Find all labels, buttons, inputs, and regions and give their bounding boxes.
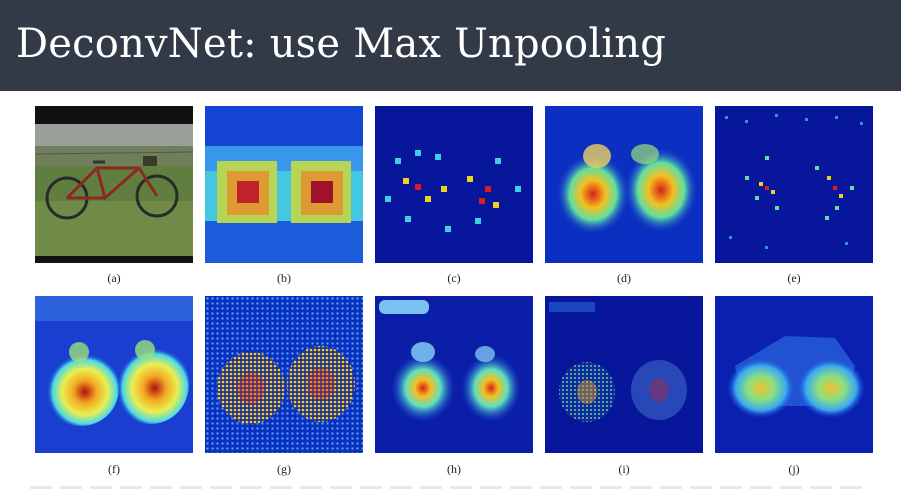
figure-e-caption: (e) — [787, 271, 801, 285]
figure-c-sparse — [375, 106, 533, 263]
figure-a-caption: (a) — [107, 271, 121, 285]
figure-e-sparse — [715, 106, 873, 263]
figure-f-caption: (f) — [108, 462, 120, 476]
figure-h-smooth — [375, 296, 533, 453]
figure-i-faint — [545, 296, 703, 453]
bike-outline-map — [715, 296, 873, 453]
figure-d-blobs — [545, 106, 703, 263]
figure-i-caption: (i) — [618, 462, 630, 476]
figure-h-caption: (h) — [447, 462, 461, 476]
figure-f-smooth — [35, 296, 193, 453]
textured-activation-map — [205, 296, 363, 453]
faint-activation-map — [545, 296, 703, 453]
slide-title: DeconvNet: use Max Unpooling — [16, 21, 667, 67]
figure-a-photo — [35, 106, 193, 263]
sparse-unpooled-map — [375, 106, 533, 263]
figure-c-caption: (c) — [447, 271, 461, 285]
figure-b-heatmap — [205, 106, 363, 263]
slide-header: DeconvNet: use Max Unpooling — [0, 0, 901, 91]
figure-g-textured — [205, 296, 363, 453]
smooth-activation-map-2 — [375, 296, 533, 453]
figure-j-bike — [715, 296, 873, 453]
sparse-unpooled-map-2 — [715, 106, 873, 263]
smooth-activation-map — [35, 296, 193, 453]
figure-d-caption: (d) — [617, 271, 631, 285]
bicycle-photo-image — [35, 106, 193, 263]
figure-b-caption: (b) — [277, 271, 291, 285]
figure-g-caption: (g) — [277, 462, 291, 476]
faded-figure-caption-text — [30, 486, 870, 489]
deconv-activation-map — [545, 106, 703, 263]
figure-j-caption: (j) — [788, 462, 800, 476]
coarse-activation-map — [205, 106, 363, 263]
